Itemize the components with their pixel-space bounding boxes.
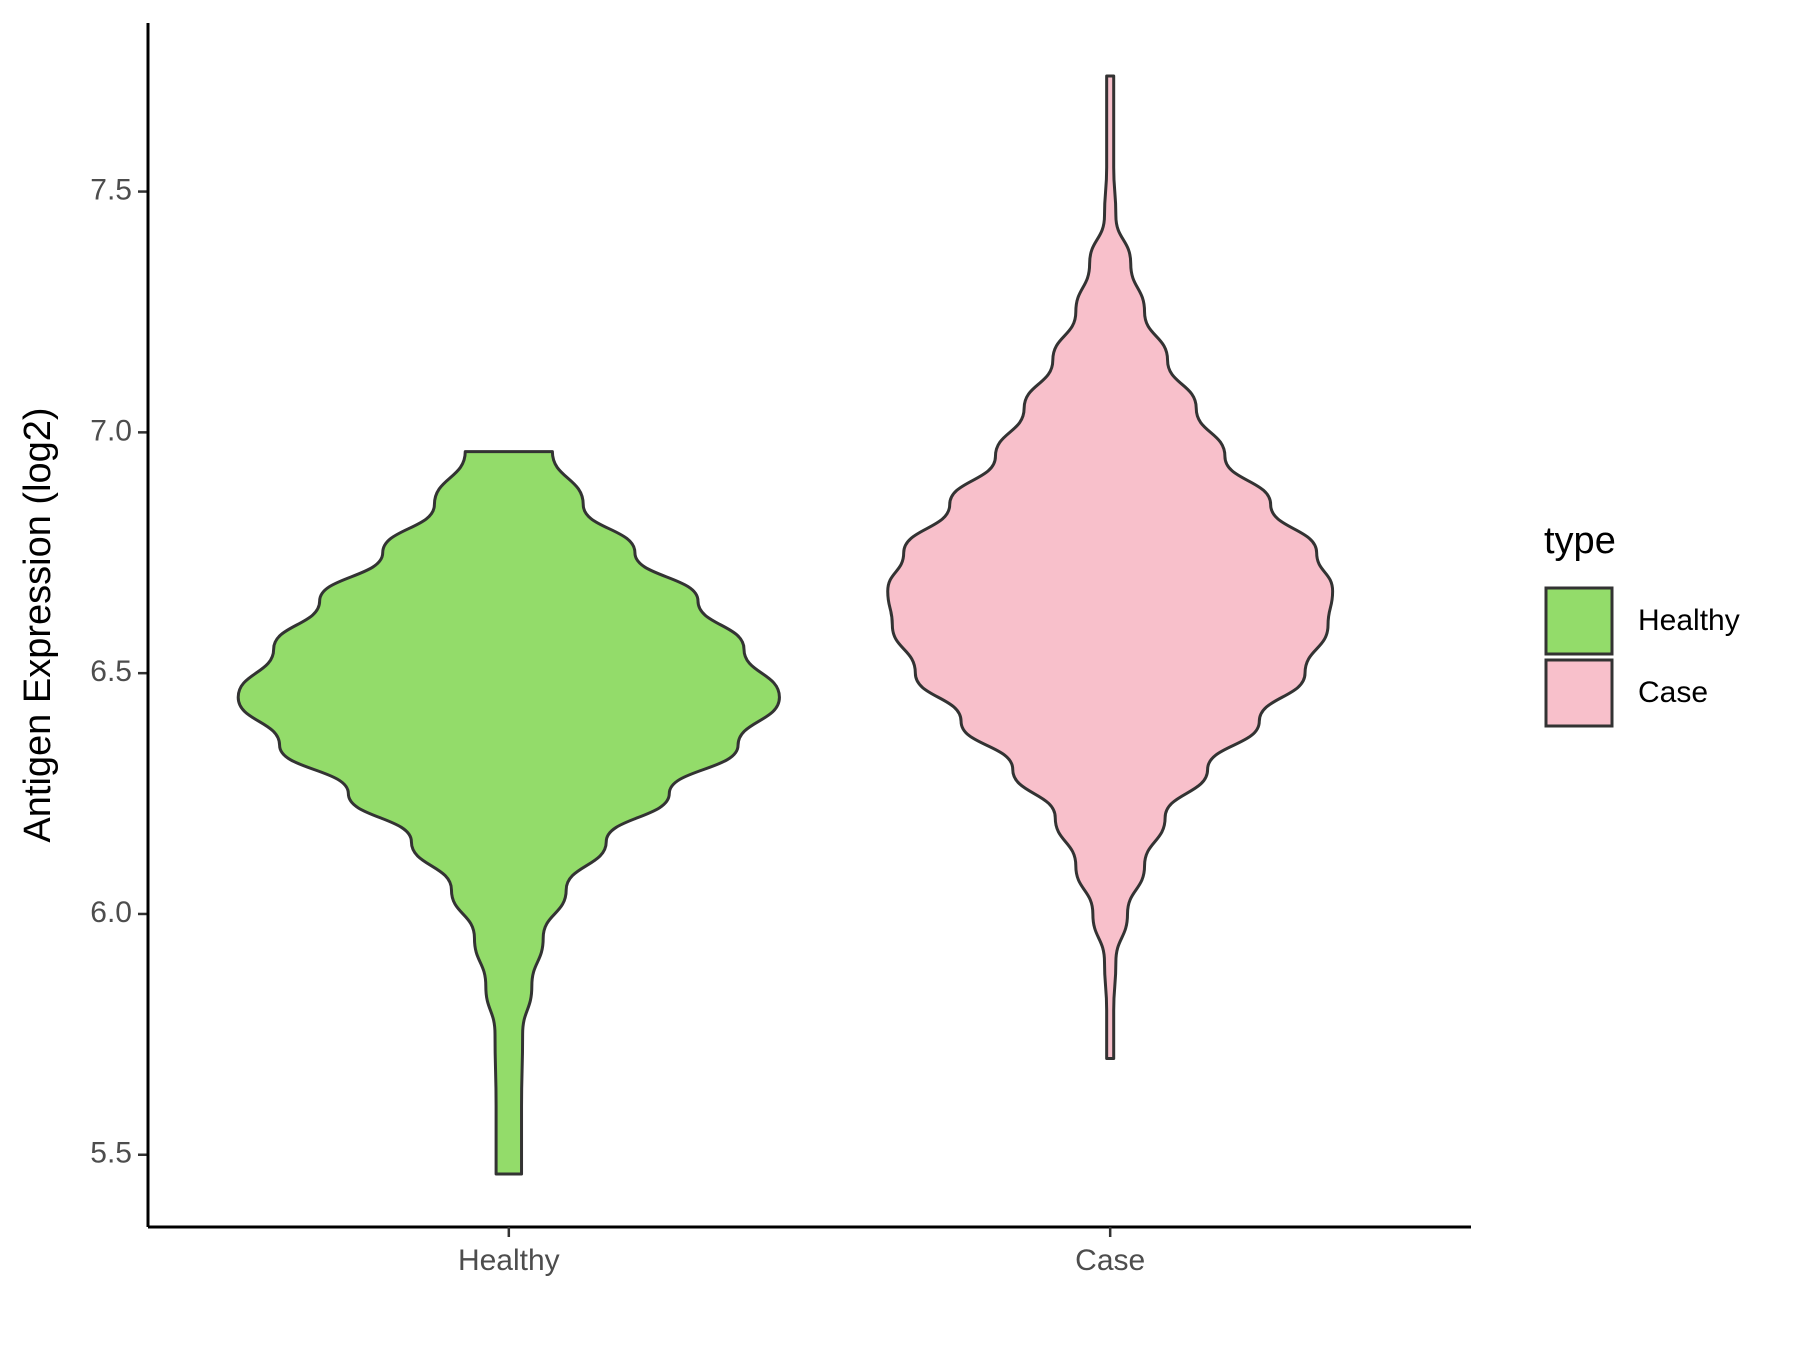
y-tick-label: 6.5 [90,655,132,688]
legend-key [1544,586,1614,656]
legend-key [1544,658,1614,728]
legend-label: Healthy [1638,604,1740,637]
y-tick-label: 7.5 [90,173,132,206]
x-tick-label: Healthy [458,1244,560,1277]
y-axis-label: Antigen Expression (log2) [17,407,59,842]
y-tick-label: 5.5 [90,1137,132,1170]
violin [236,450,781,1176]
x-tick-label: Case [1075,1244,1145,1277]
y-tick-label: 6.0 [90,896,132,929]
legend-label: Case [1638,676,1708,709]
y-tick-label: 7.0 [90,414,132,447]
violin [886,74,1335,1060]
legend-title: type [1544,520,1616,562]
